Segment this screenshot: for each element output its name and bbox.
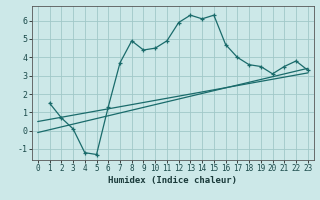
X-axis label: Humidex (Indice chaleur): Humidex (Indice chaleur) [108, 176, 237, 185]
